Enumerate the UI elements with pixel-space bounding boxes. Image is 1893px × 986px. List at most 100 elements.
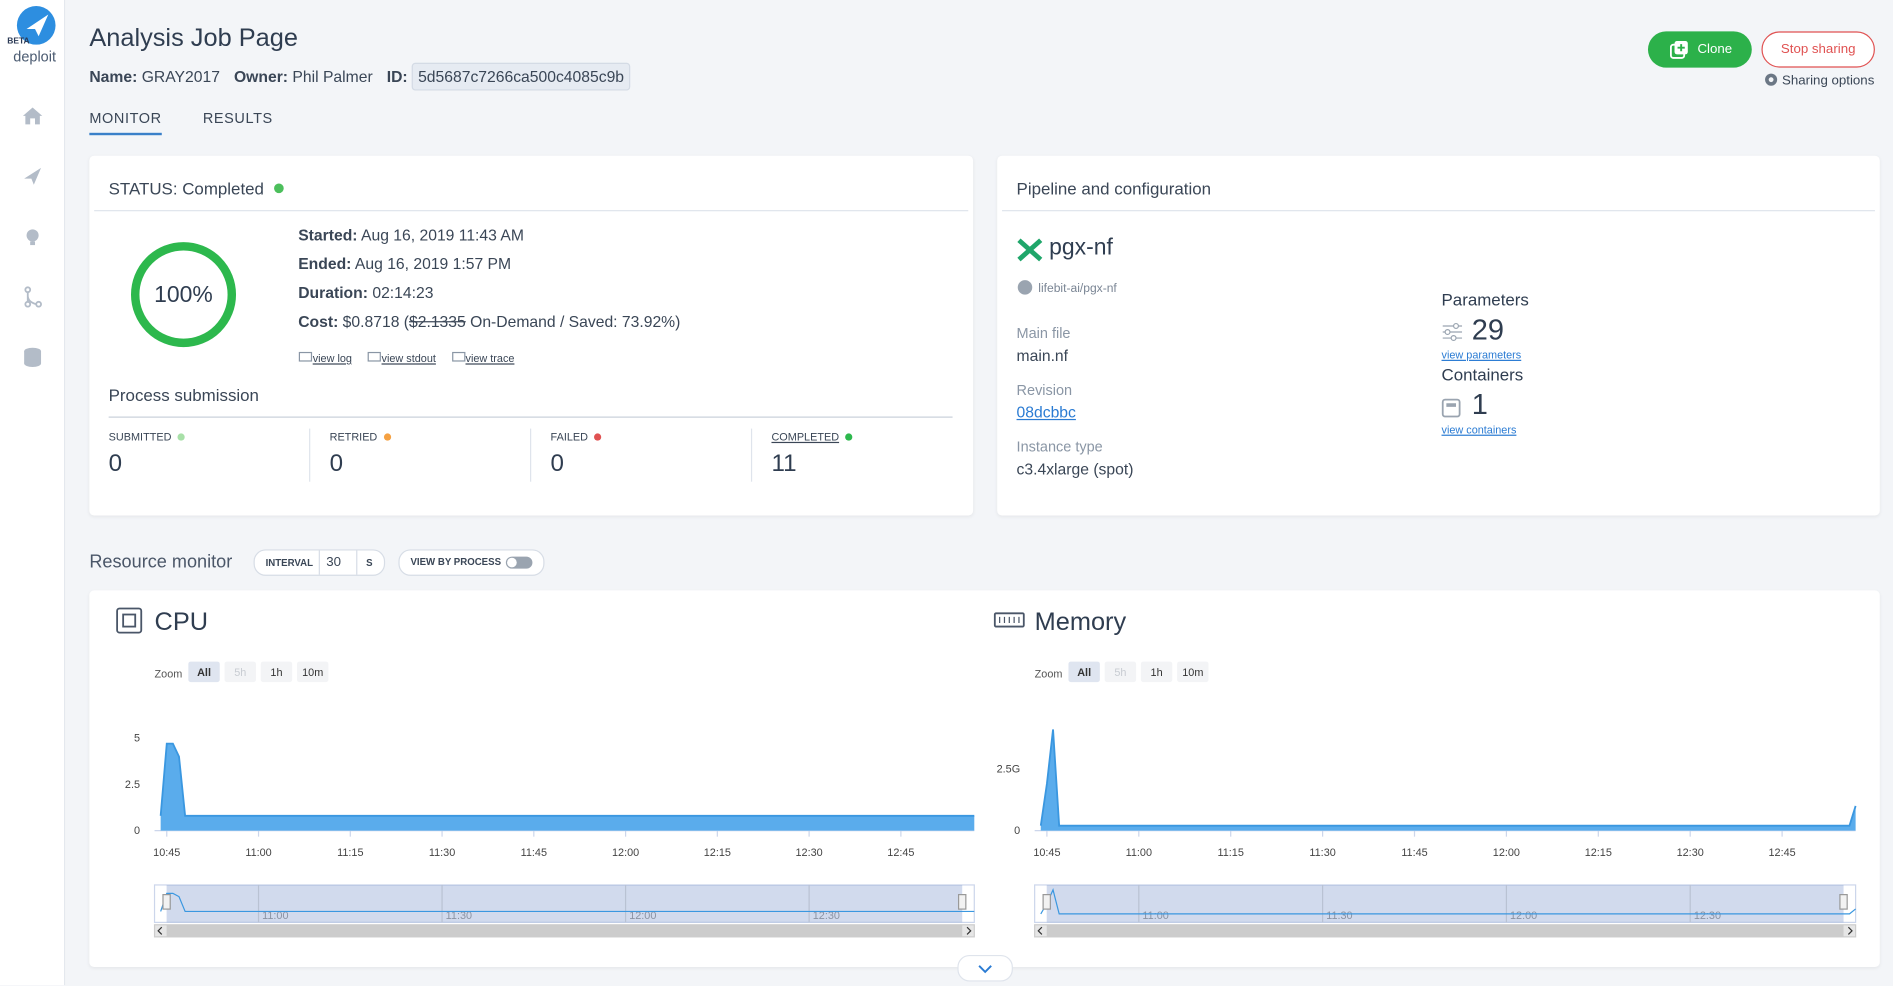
github-icon <box>1017 280 1033 295</box>
x-tick-label: 12:15 <box>704 847 731 859</box>
stat-label: RETRIED <box>330 431 391 443</box>
logo[interactable] <box>12 5 58 48</box>
view-by-process-toggle[interactable]: VIEW BY PROCESS <box>398 549 545 576</box>
stat-value: 0 <box>108 450 123 477</box>
ended-label: Ended: <box>298 254 352 273</box>
stat-value: 0 <box>329 450 344 477</box>
navigator <box>1034 884 1857 923</box>
sidebar <box>0 0 66 986</box>
zoom-option[interactable]: 10m <box>302 667 323 679</box>
zoom-button[interactable] <box>1068 661 1100 683</box>
tab-results[interactable]: RESULTS <box>202 109 273 127</box>
clone-button[interactable]: Clone <box>1647 31 1752 68</box>
y-tick-label: 2.5 <box>125 779 140 791</box>
divider <box>1002 210 1875 212</box>
cpu-icon <box>122 613 137 628</box>
x-tick-label: 11:00 <box>1126 847 1152 859</box>
navigator-mask <box>166 884 963 923</box>
view-parameters[interactable]: view parameters <box>1441 348 1522 361</box>
zoom-option[interactable]: 5h <box>1114 667 1126 679</box>
scrollbar-thumb[interactable] <box>166 924 963 937</box>
zoom-button[interactable] <box>296 661 329 683</box>
view-containers[interactable]: view containers <box>1441 423 1517 436</box>
view-stdout[interactable]: view stdout <box>367 351 436 365</box>
x-tick-label: 12:45 <box>1769 847 1796 859</box>
zoom-button[interactable] <box>224 661 256 683</box>
divider <box>108 416 953 418</box>
x-tick-label: 11:45 <box>1401 847 1427 859</box>
stat-label[interactable]: COMPLETED <box>771 431 853 443</box>
job-id: 5d5687c7266ca500c4085c9b <box>412 62 631 91</box>
y-tick-label: 0 <box>134 825 140 837</box>
zoom-button[interactable] <box>188 661 220 683</box>
zoom-option[interactable]: All <box>197 667 211 679</box>
navigator-handle[interactable] <box>1839 894 1848 910</box>
sharing-options-label: Sharing options <box>1782 73 1875 89</box>
zoom-option[interactable]: All <box>1077 667 1091 679</box>
expand-button[interactable] <box>957 954 1013 982</box>
interval-value: 30 <box>319 550 358 575</box>
stat-dot <box>383 433 391 441</box>
navigator-tick-label: 11:00 <box>262 910 288 922</box>
zoom-option[interactable]: 1h <box>270 667 282 679</box>
navigator-handle[interactable] <box>1042 894 1051 910</box>
interval-label: INTERVAL <box>265 557 314 569</box>
view-log[interactable]: view log <box>298 351 352 365</box>
pipeline-icon <box>1017 238 1043 262</box>
navigator-tick-label: 11:00 <box>1142 910 1168 922</box>
zoom-button[interactable] <box>1177 661 1209 683</box>
ended: Ended: Aug 16, 2019 1:57 PM <box>298 255 511 273</box>
stop-sharing-button[interactable]: Stop sharing <box>1761 31 1875 68</box>
navigator-tick-label: 12:00 <box>629 910 656 922</box>
gear-icon <box>1765 73 1778 86</box>
started-label: Started: <box>298 225 358 244</box>
interval-control[interactable]: INTERVAL 30 S <box>253 549 385 576</box>
revision[interactable]: 08dcbbc <box>1016 403 1076 422</box>
on-demand-cost: $2.1335 <box>409 312 466 331</box>
memory-icon <box>993 612 1025 628</box>
zoom-option[interactable]: 5h <box>234 667 246 679</box>
tab-monitor[interactable]: MONITOR <box>89 110 162 136</box>
x-tick-label: 12:15 <box>1585 847 1612 859</box>
navigator <box>153 884 975 923</box>
branch-icon[interactable] <box>21 285 45 309</box>
started-value: Aug 16, 2019 11:43 AM <box>361 225 524 244</box>
view-trace[interactable]: view trace <box>451 351 514 365</box>
home-icon[interactable] <box>21 104 45 128</box>
repo: lifebit-ai/pgx-nf <box>1017 279 1117 296</box>
ended-value: Aug 16, 2019 1:57 PM <box>354 254 512 273</box>
x-tick-label: 11:30 <box>429 847 455 859</box>
database-icon[interactable] <box>21 345 45 369</box>
zoom-button[interactable] <box>1140 661 1173 683</box>
doc-icon <box>367 351 381 362</box>
x-tick-label: 11:30 <box>1309 847 1335 859</box>
x-tick-label: 11:45 <box>521 847 547 859</box>
cost-value: $0.8718 ( <box>342 312 410 331</box>
scrollbar-thumb[interactable] <box>1046 924 1844 937</box>
zoom-option[interactable]: 10m <box>1182 667 1203 679</box>
instance-label: Instance type <box>1016 438 1103 456</box>
navigator-handle[interactable] <box>162 894 171 910</box>
status-dot <box>273 183 284 194</box>
stat-value: 0 <box>550 450 564 477</box>
view-stdout-label: view stdout <box>381 352 436 365</box>
x-tick-label: 10:45 <box>1033 847 1060 859</box>
chevron-icon <box>978 965 992 974</box>
navigator-handle[interactable] <box>957 894 967 910</box>
zoom-button[interactable] <box>1104 661 1137 683</box>
rocket-icon[interactable] <box>21 164 45 188</box>
toggle-knob <box>507 557 517 568</box>
status-card: STATUS: Completed 100% Started: Aug 16, … <box>89 155 974 516</box>
zoom-option[interactable]: 1h <box>1151 667 1163 679</box>
bulb-icon[interactable] <box>21 225 45 249</box>
repo-label: lifebit-ai/pgx-nf <box>1038 282 1117 296</box>
sharing-options[interactable]: Sharing options <box>1764 72 1874 88</box>
zoom-button[interactable] <box>260 661 293 683</box>
zoom-label: Zoom <box>155 668 183 680</box>
divider <box>94 210 969 212</box>
stat-dot <box>177 433 185 441</box>
instance: c3.4xlarge (spot) <box>1016 459 1134 479</box>
clone-icon <box>1669 41 1688 59</box>
navigator-tick-label: 12:30 <box>1694 910 1721 922</box>
